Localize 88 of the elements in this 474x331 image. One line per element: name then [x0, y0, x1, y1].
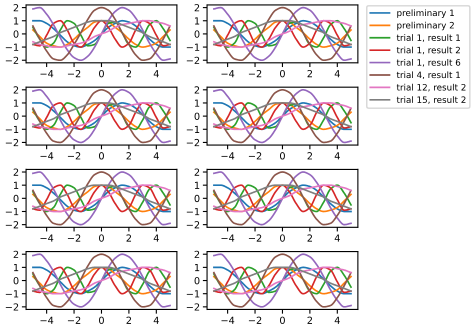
- x-tick-label: −4: [221, 234, 234, 242]
- x-tick-label: 4: [334, 316, 340, 324]
- x-tick-label: 2: [126, 152, 132, 160]
- y-tick-label: 1: [194, 182, 200, 189]
- y-tick-label: 1: [194, 100, 200, 107]
- y-tick-label: −2: [6, 56, 18, 64]
- y-tick-label: 2: [14, 4, 18, 12]
- y-tick-label: 0: [194, 194, 200, 202]
- x-tick-label: 2: [308, 152, 312, 160]
- y-tick-label: −1: [186, 126, 200, 133]
- y-tick-label: −1: [186, 44, 200, 51]
- x-tick-label: 4: [334, 70, 340, 78]
- x-tick-label: 0: [99, 152, 104, 160]
- y-tick-label: 1: [14, 100, 18, 107]
- y-tick-label: −2: [186, 138, 200, 146]
- y-tick-label: 0: [14, 194, 18, 202]
- y-tick-label: 2: [194, 168, 200, 176]
- x-tick-label: 0: [280, 70, 285, 78]
- y-tick-label: 2: [194, 86, 200, 94]
- y-tick-label: 2: [14, 168, 18, 176]
- x-tick-label: −2: [248, 316, 262, 324]
- x-tick-label: −2: [68, 70, 80, 78]
- y-tick-label: −1: [186, 290, 200, 298]
- x-tick-label: −2: [248, 234, 262, 242]
- legend-label: trial 15, result 2: [396, 96, 466, 104]
- x-tick-label: 4: [154, 316, 159, 324]
- x-tick-label: 4: [334, 234, 340, 242]
- x-tick-label: 0: [99, 316, 104, 324]
- x-tick-label: −4: [40, 234, 54, 242]
- y-tick-label: 1: [14, 264, 18, 272]
- x-tick-label: −4: [221, 70, 234, 78]
- x-tick-label: 2: [126, 316, 132, 324]
- y-tick-label: 0: [14, 277, 18, 284]
- legend-label: trial 12, result 2: [396, 84, 466, 92]
- x-tick-label: 2: [308, 70, 312, 78]
- x-tick-label: 0: [280, 234, 285, 242]
- x-tick-label: −2: [68, 316, 80, 324]
- y-tick-label: 0: [14, 30, 18, 38]
- legend-label: preliminary 2: [397, 22, 454, 30]
- y-tick-label: 2: [194, 4, 200, 12]
- x-tick-label: 2: [126, 234, 132, 242]
- y-tick-label: 0: [194, 112, 200, 120]
- x-tick-label: 0: [280, 152, 285, 160]
- y-tick-label: −1: [6, 44, 18, 51]
- x-tick-label: −2: [68, 234, 80, 242]
- x-tick-label: −4: [40, 152, 54, 160]
- y-tick-label: −2: [6, 303, 18, 311]
- y-tick-label: −1: [186, 208, 200, 216]
- y-tick-label: 1: [194, 264, 200, 272]
- legend-label: trial 1, result 1: [396, 34, 460, 42]
- legend-label: preliminary 1: [397, 9, 454, 18]
- x-tick-label: 2: [308, 234, 312, 242]
- x-tick-label: 2: [126, 70, 132, 78]
- x-tick-label: 0: [280, 316, 285, 324]
- y-tick-label: −1: [6, 290, 18, 298]
- y-tick-label: 2: [14, 250, 18, 258]
- x-tick-label: −2: [248, 70, 262, 78]
- y-tick-label: −1: [6, 126, 18, 133]
- y-tick-label: −2: [6, 138, 18, 146]
- legend-label: trial 1, result 2: [396, 46, 460, 54]
- x-tick-label: 4: [334, 152, 340, 160]
- x-tick-label: −2: [68, 152, 80, 160]
- x-tick-label: 4: [154, 70, 159, 78]
- y-tick-label: 0: [194, 30, 200, 38]
- x-tick-label: 4: [154, 234, 159, 242]
- x-tick-label: 0: [99, 70, 104, 78]
- x-tick-label: −4: [221, 316, 234, 324]
- y-tick-label: −2: [186, 221, 200, 228]
- y-tick-label: −1: [6, 208, 18, 216]
- y-tick-label: −2: [6, 221, 18, 228]
- x-tick-label: 4: [154, 152, 159, 160]
- legend-label: trial 1, result 6: [396, 58, 460, 67]
- legend-label: trial 4, result 1: [396, 71, 460, 80]
- y-tick-label: 2: [194, 250, 200, 258]
- x-tick-label: −4: [221, 152, 234, 160]
- x-tick-label: −4: [40, 70, 54, 78]
- y-tick-label: 1: [194, 17, 200, 24]
- x-tick-label: 0: [99, 234, 104, 242]
- y-tick-label: 2: [14, 86, 18, 94]
- x-tick-label: 2: [308, 316, 312, 324]
- x-tick-label: −4: [40, 316, 54, 324]
- y-tick-label: 0: [14, 112, 18, 120]
- y-tick-label: 1: [14, 182, 18, 189]
- y-tick-label: 1: [14, 17, 18, 24]
- x-tick-label: −2: [248, 152, 262, 160]
- y-tick-label: −2: [186, 303, 200, 311]
- y-tick-label: −2: [186, 56, 200, 64]
- y-tick-label: 0: [194, 277, 200, 284]
